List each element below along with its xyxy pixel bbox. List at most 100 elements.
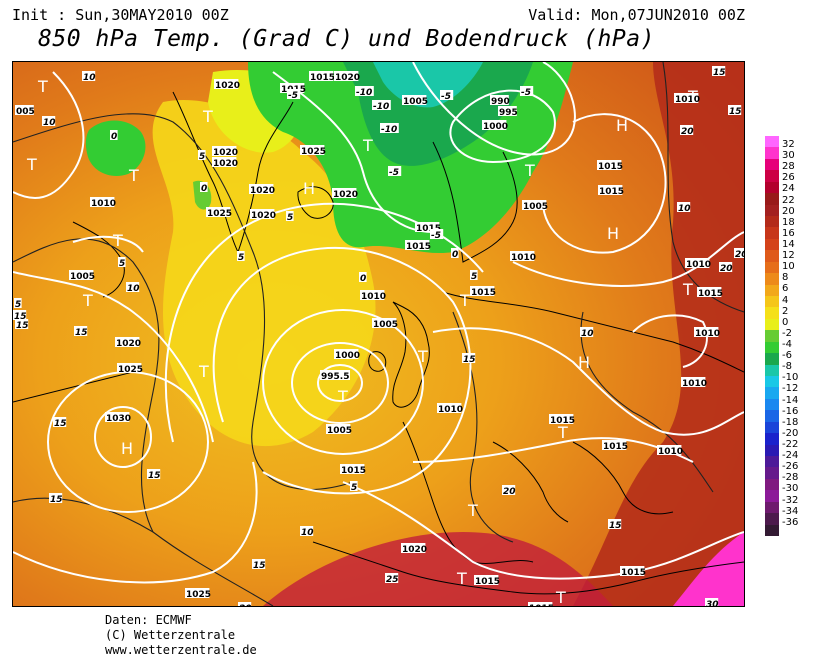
colorbar-swatch (765, 353, 779, 366)
svg-text:0: 0 (360, 274, 366, 284)
svg-text:1010: 1010 (361, 292, 386, 302)
colorbar-tick-label: 14 (782, 239, 795, 250)
svg-text:1020: 1020 (250, 186, 275, 196)
colorbar-swatch (765, 376, 779, 388)
colorbar-tick-label: -8 (782, 361, 792, 373)
svg-text:0: 0 (452, 250, 458, 260)
isobar-label: 1030 (105, 412, 131, 424)
colorbar-swatch (765, 296, 779, 308)
temperature-label: 20 (734, 248, 744, 260)
temperature-label: 5 (470, 270, 478, 282)
temperature-label: 0 (451, 248, 459, 260)
colorbar-tick-label: -32 (782, 494, 799, 506)
low-pressure-marker: T (82, 291, 93, 310)
isobar-label: 1015 (597, 160, 623, 172)
init-time-label: Init : Sun,30MAY2010 00Z (12, 6, 229, 24)
colorbar-tick-label: 12 (782, 250, 795, 262)
svg-text:1005: 1005 (523, 202, 548, 212)
svg-text:1015: 1015 (698, 289, 723, 299)
temperature-label: -5 (430, 229, 444, 241)
temperature-label: 30 (705, 598, 719, 606)
colorbar-tick-label: 30 (782, 150, 795, 162)
temperature-label: 0 (110, 130, 118, 142)
temperature-label: -10 (372, 100, 391, 112)
isobar-label: 1020 (214, 79, 240, 91)
isobar-label: 005 (15, 105, 35, 117)
svg-text:5: 5 (15, 300, 21, 310)
svg-text:20: 20 (681, 127, 694, 137)
yellow-zone (152, 100, 376, 447)
low-pressure-marker: T (202, 107, 213, 126)
isobar-label: 1015 (620, 566, 646, 578)
colorbar-tick-label: -24 (782, 450, 799, 462)
svg-text:10: 10 (678, 204, 691, 214)
colorbar-swatch (765, 513, 779, 526)
temperature-label: 10 (300, 526, 314, 538)
isobar-label: 1020 (249, 184, 275, 196)
svg-text:5: 5 (199, 152, 205, 162)
svg-text:10: 10 (83, 73, 96, 83)
colorbar-swatch (765, 341, 779, 354)
pressure-systems: T T H T T T H T T T H T T T T H T T H T T T T (26, 77, 698, 606)
colorbar-swatch (765, 193, 779, 206)
isobar-label: 995 (498, 106, 518, 118)
colorbar-tick-label: -14 (782, 394, 799, 406)
temperature-label: 15 (147, 469, 161, 481)
svg-text:15: 15 (54, 419, 67, 429)
colorbar-swatch (765, 330, 779, 343)
svg-text:15: 15 (16, 321, 29, 331)
svg-text:0: 0 (201, 184, 207, 194)
svg-text:1010: 1010 (658, 447, 683, 457)
svg-text:30: 30 (706, 600, 719, 606)
credit-copyright: (C) Wetterzentrale (105, 628, 236, 642)
temperature-label: 15 (728, 105, 742, 117)
isobar-label: 990 (490, 95, 510, 107)
temperature-label: 0 (359, 272, 367, 284)
svg-text:-10: -10 (381, 125, 397, 135)
temperature-label: -10 (380, 123, 399, 135)
svg-text:1025: 1025 (186, 590, 211, 600)
chart-title: 850 hPa Temp. (Grad C) und Bodendruck (h… (38, 26, 655, 52)
temperature-label: 15 (49, 493, 63, 505)
colorbar-swatch (765, 261, 779, 274)
low-pressure-marker: T (128, 166, 139, 185)
colorbar-tick-label: -6 (782, 350, 792, 362)
colorbar-tick-label: -28 (782, 472, 799, 484)
low-pressure-marker: T (26, 155, 37, 174)
colorbar-swatch (765, 387, 779, 400)
svg-text:-5: -5 (389, 168, 399, 178)
isobar-label: 1015 (309, 71, 335, 83)
colorbar-tick-label: 0 (782, 316, 789, 328)
svg-text:1015: 1015 (471, 288, 496, 298)
svg-text:1005: 1005 (403, 97, 428, 107)
svg-text:1015: 1015 (598, 162, 623, 172)
svg-text:005: 005 (16, 107, 35, 117)
colorbar-tick-label: -18 (782, 416, 799, 428)
isobar-label: 1015 (598, 185, 624, 197)
isobar-label: 1010 (437, 403, 463, 415)
temperature-label: 5 (14, 298, 22, 310)
svg-text:1005: 1005 (373, 320, 398, 330)
svg-text:-5: -5 (288, 91, 298, 101)
colorbar-swatch (765, 147, 779, 160)
svg-text:20: 20 (720, 264, 733, 274)
svg-text:1020: 1020 (251, 211, 276, 221)
low-pressure-marker: T (555, 588, 566, 606)
isobar-label: 1015 (602, 440, 628, 452)
svg-text:1010: 1010 (438, 405, 463, 415)
svg-text:1000: 1000 (483, 122, 508, 132)
isobar-labels: 1020101510151020100599099510000051020102… (15, 71, 723, 606)
colorbar-swatch (765, 204, 779, 217)
colorbar-swatch (765, 524, 779, 537)
colorbar-tick-label: -2 (782, 327, 792, 339)
isobar-label: 1025 (300, 145, 326, 157)
temperature-label: 0 (200, 182, 208, 194)
isobar-label: 1020 (332, 188, 358, 200)
temperature-label: 15 (252, 559, 266, 571)
temperature-label: 15 (74, 326, 88, 338)
colorbar-tick-label: 22 (782, 194, 795, 206)
colorbar-swatch (765, 398, 779, 411)
temperature-label: 10 (82, 71, 96, 83)
temperature-label: 20 (238, 602, 252, 606)
